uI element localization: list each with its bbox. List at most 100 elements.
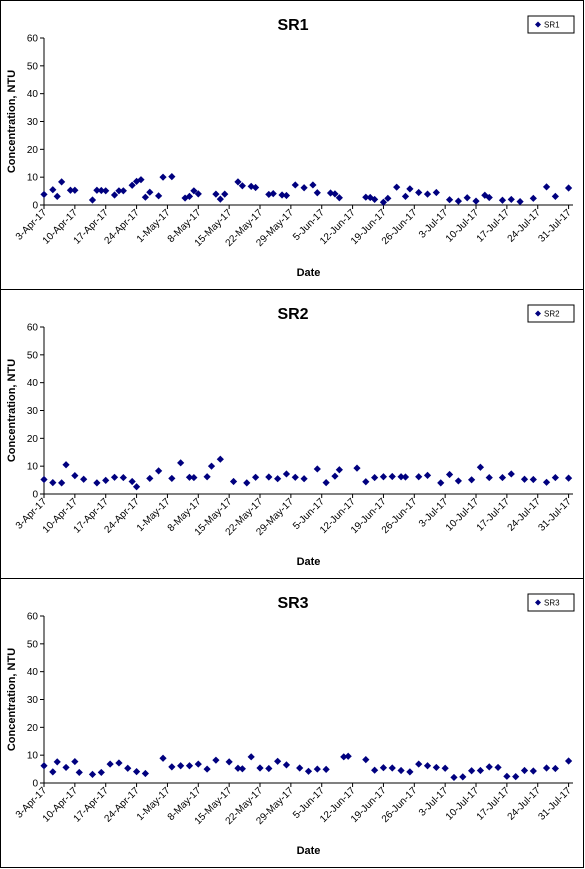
data-point [507,195,515,204]
data-point [216,455,224,463]
data-point [238,765,246,773]
data-point [110,191,119,199]
data-point [110,473,119,481]
data-point [229,477,238,486]
data-point [177,762,185,770]
y-tick-label: 10 [27,462,39,473]
data-point [238,182,246,190]
data-point [406,185,414,193]
data-point [304,767,313,775]
chart-title: SR1 [277,17,308,34]
data-point [384,194,392,202]
y-tick-label: 20 [27,434,39,445]
data-point [221,190,229,198]
data-point [75,768,83,777]
y-tick-label: 0 [32,201,38,212]
y-tick-label: 30 [27,117,39,128]
data-point [468,767,476,775]
y-tick-label: 0 [32,779,38,790]
x-tick-label: 31-Jul-17 [536,496,574,534]
data-point [344,752,352,760]
data-point [177,459,185,467]
legend-label: SR2 [544,310,560,319]
data-point [551,764,559,773]
data-point [415,473,423,481]
data-point [243,479,251,487]
data-point [450,773,458,782]
data-point [106,760,114,768]
data-point [472,197,480,205]
data-point [141,193,149,201]
data-point [331,472,339,480]
data-point [379,764,388,772]
y-tick-label: 0 [32,490,38,501]
data-point [551,192,559,200]
data-point [269,189,277,198]
data-point [437,479,445,487]
data-point [362,756,370,764]
y-tick-label: 50 [27,61,39,72]
data-point [71,757,79,766]
data-point [102,187,110,195]
data-point [564,757,573,765]
data-point [353,464,361,472]
data-point [507,470,515,478]
y-tick-label: 40 [27,667,39,678]
data-point [40,190,48,199]
data-point [388,764,396,772]
data-point [441,764,449,772]
legend-box [527,15,575,34]
data-point [265,764,273,773]
data-point [49,186,57,194]
data-point [468,476,476,484]
data-point [379,198,388,206]
data-point [155,192,163,200]
data-point [247,753,255,761]
data-point [300,475,308,483]
data-point [529,475,537,484]
data-point [225,758,233,766]
data-point [542,183,551,191]
data-point [88,770,97,778]
legend-box [527,304,575,323]
data-point [529,767,537,775]
data-point [207,462,216,470]
data-point [485,193,493,202]
data-point [58,178,66,186]
y-tick-label: 30 [27,695,39,706]
data-point [203,473,211,481]
data-point [93,186,101,194]
data-point [401,473,410,481]
data-point [97,186,105,195]
data-point [520,766,529,775]
data-point [124,764,132,772]
y-tick-label: 40 [27,378,39,389]
data-point [371,766,379,774]
data-point [252,183,260,192]
y-tick-label: 60 [27,612,39,623]
data-point [362,193,370,201]
y-tick-label: 10 [27,173,39,184]
data-point [190,473,198,482]
data-point [119,187,127,195]
data-point [454,197,462,205]
chart-title: SR2 [277,306,308,323]
data-point [415,760,423,768]
y-tick-label: 60 [27,323,39,334]
data-point [282,191,291,200]
data-point [212,190,220,198]
legend: SR2 [527,304,575,323]
data-point [119,473,127,482]
data-point [234,178,242,186]
y-tick-label: 50 [27,639,39,650]
y-axis-label: Concentration, NTU [6,70,18,173]
data-point [415,188,423,197]
y-tick-label: 20 [27,145,39,156]
data-point [141,769,149,778]
data-point [194,190,202,198]
data-point [190,187,198,195]
data-point [542,478,551,486]
data-point [97,768,105,777]
